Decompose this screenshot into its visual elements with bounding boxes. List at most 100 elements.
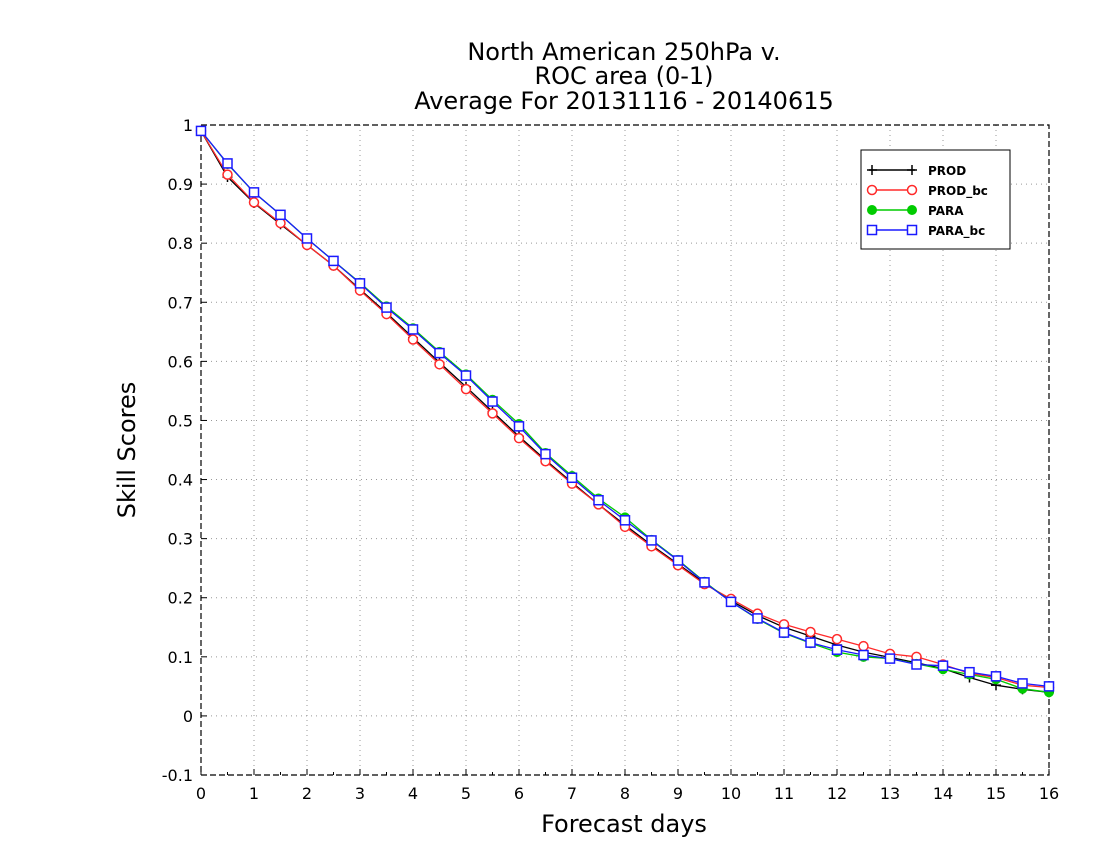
x-tick-label: 9 <box>673 784 683 803</box>
y-tick-label: 0.5 <box>168 411 193 430</box>
data-point-para-bc <box>593 494 604 506</box>
data-point-para-bc <box>619 515 631 526</box>
data-point-para-bc <box>1017 678 1028 689</box>
data-point-para-bc <box>646 535 657 546</box>
legend-item-prod: PROD <box>867 164 966 178</box>
legend: PROD PROD_bc PARA PARA_bc <box>860 149 1011 250</box>
data-point-prod-bc <box>805 626 816 638</box>
legend-label-para: PARA <box>928 204 964 218</box>
data-point-para-bc <box>487 396 498 407</box>
title-line-3: Average For 20131116 - 20140615 <box>414 87 834 115</box>
y-axis-title: Skill Scores <box>113 382 141 519</box>
data-point-para-bc <box>540 448 551 460</box>
series-para-bc <box>195 125 1055 692</box>
y-tick-label: 0.6 <box>168 352 193 371</box>
y-tick-label: 0.8 <box>168 234 193 253</box>
data-point-para-bc <box>381 302 392 313</box>
data-point-para-bc <box>752 613 763 624</box>
data-point-para-bc <box>566 472 578 484</box>
legend-marker-start-prod <box>867 165 877 175</box>
data-point-para-bc <box>831 644 843 655</box>
x-axis: 0 1 2 3 4 5 6 7 8 9 10 11 12 13 14 15 16 <box>196 769 1059 803</box>
data-point-prod-bc <box>460 383 472 395</box>
data-point-para-bc <box>778 627 790 638</box>
chart-title: North American 250hPa v. ROC area (0-1) … <box>414 38 834 115</box>
legend-marker-end-para <box>907 205 917 215</box>
data-point-prod-bc <box>222 169 233 180</box>
data-point-prod-bc <box>487 408 498 419</box>
data-point-para-bc <box>699 577 710 588</box>
title-line-2: ROC area (0-1) <box>534 62 713 90</box>
x-tick-label: 2 <box>302 784 312 803</box>
x-tick-label: 14 <box>933 784 953 803</box>
data-point-prod-bc <box>407 334 419 345</box>
data-point-prod-bc <box>248 197 260 208</box>
legend-label-para-bc: PARA_bc <box>928 224 985 239</box>
x-tick-label: 10 <box>721 784 741 803</box>
legend-item-para-bc: PARA_bc <box>866 224 985 239</box>
x-tick-label: 3 <box>355 784 365 803</box>
data-point-para-bc <box>990 671 1002 682</box>
grid-lines <box>201 125 1049 775</box>
data-point-para-bc <box>328 255 339 267</box>
legend-label-prod-bc: PROD_bc <box>928 184 988 199</box>
y-tick-label: -0.1 <box>162 766 193 785</box>
data-point-para-bc <box>275 209 286 221</box>
data-point-para-bc <box>1043 681 1055 692</box>
x-tick-label: 12 <box>827 784 847 803</box>
data-point-para-bc <box>858 649 869 661</box>
legend-marker-start-prod-bc <box>866 184 878 196</box>
x-tick-label: 6 <box>514 784 524 803</box>
legend-marker-end-prod <box>907 165 917 175</box>
data-point-para-bc <box>301 233 313 244</box>
data-point-para-bc <box>805 637 816 648</box>
data-point-para-bc <box>911 659 922 670</box>
y-tick-label: 0.4 <box>168 471 193 490</box>
x-tick-label: 8 <box>620 784 630 803</box>
x-tick-label: 1 <box>249 784 259 803</box>
data-point-para-bc <box>725 596 737 608</box>
data-point-para-bc <box>672 555 684 566</box>
data-point-prod-bc <box>434 359 445 370</box>
data-point-para-bc <box>222 158 233 169</box>
x-tick-label: 7 <box>567 784 577 803</box>
data-point-prod-bc <box>513 432 525 444</box>
x-tick-label: 13 <box>880 784 900 803</box>
x-tick-label: 15 <box>986 784 1006 803</box>
data-point-prod-bc <box>831 633 843 645</box>
x-axis-title: Forecast days <box>541 810 707 838</box>
x-tick-label: 11 <box>774 784 794 803</box>
data-point-para-bc <box>354 278 366 289</box>
data-point-para-bc <box>407 324 419 335</box>
data-point-para-bc <box>434 347 445 359</box>
legend-marker-start-para <box>867 205 877 215</box>
data-point-para-bc <box>937 660 949 671</box>
legend-marker-end-prod-bc <box>906 184 918 196</box>
data-point-para-bc <box>964 666 975 678</box>
legend-item-prod-bc: PROD_bc <box>866 184 988 199</box>
data-point-para-bc <box>195 125 207 137</box>
x-tick-label: 4 <box>408 784 418 803</box>
x-tick-label: 5 <box>461 784 471 803</box>
legend-item-para: PARA <box>867 204 964 218</box>
legend-marker-start-para-bc <box>866 224 878 236</box>
legend-marker-end-para-bc <box>906 224 918 236</box>
data-point-para-bc <box>248 187 260 198</box>
y-tick-label: 0.3 <box>168 530 193 549</box>
series-lines <box>195 125 1055 698</box>
y-tick-label: 0.7 <box>168 293 193 312</box>
x-tick-label: 16 <box>1039 784 1059 803</box>
data-point-para-bc <box>884 653 896 664</box>
title-line-1: North American 250hPa v. <box>467 38 780 66</box>
data-point-prod-bc <box>858 640 869 652</box>
legend-box <box>860 149 1011 250</box>
y-tick-label: 1 <box>183 116 193 135</box>
y-tick-label: 0.9 <box>168 175 193 194</box>
y-tick-label: 0.2 <box>168 589 193 608</box>
legend-label-prod: PROD <box>928 164 966 178</box>
data-point-para-bc <box>513 421 525 432</box>
y-tick-label: 0.1 <box>168 648 193 667</box>
y-tick-label: 0 <box>183 707 193 726</box>
data-point-para-bc <box>460 370 472 381</box>
